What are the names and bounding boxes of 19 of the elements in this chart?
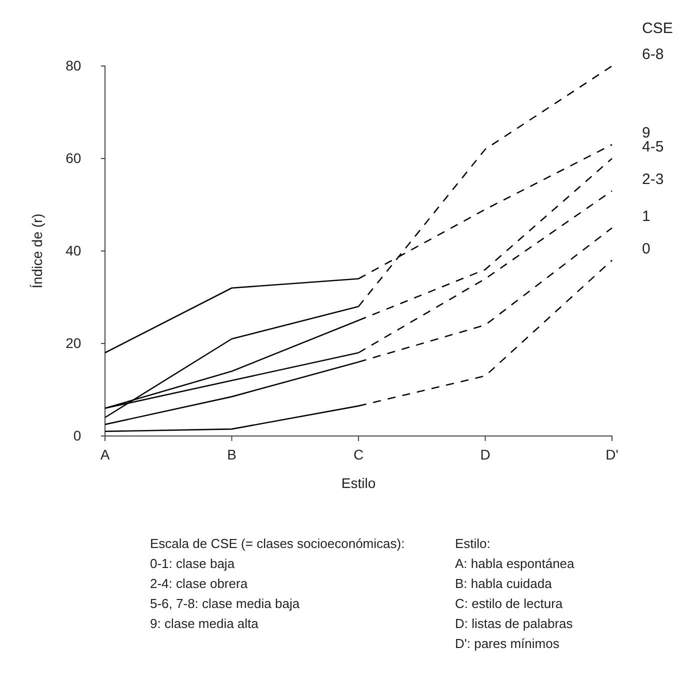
text: Escala de CSE (= clases socioeconómicas): 0-1: clase baja 2-4: clase obrera 5-6, 7-8: clase media baja 9: clase media alta	[150, 536, 405, 631]
text: 2-3	[642, 170, 664, 188]
y-tick-label: 80	[66, 57, 82, 74]
x-tick-label: B	[227, 446, 236, 462]
y-tick-label: 20	[66, 334, 82, 351]
text: Estilo: A: habla espontánea B: habla cuidada C: estilo de lectura D: listas de palabras D': pares mínimos	[455, 536, 576, 651]
x-tick-label: D'	[606, 446, 618, 462]
x-tick-label: C	[353, 446, 364, 462]
x-tick-label: D	[480, 446, 490, 462]
legend-title: CSE	[642, 20, 673, 37]
text: 1	[642, 208, 650, 225]
y-tick-label: 40	[66, 242, 82, 258]
x-axis-title: Estilo	[341, 475, 376, 491]
y-axis-title: Índice de (r)	[29, 214, 45, 288]
y-tick-label: 60	[66, 150, 82, 166]
text: 6-8	[642, 46, 664, 63]
text: 0	[642, 240, 650, 258]
x-tick-label: A	[100, 446, 110, 462]
y-tick-label: 0	[73, 427, 82, 444]
